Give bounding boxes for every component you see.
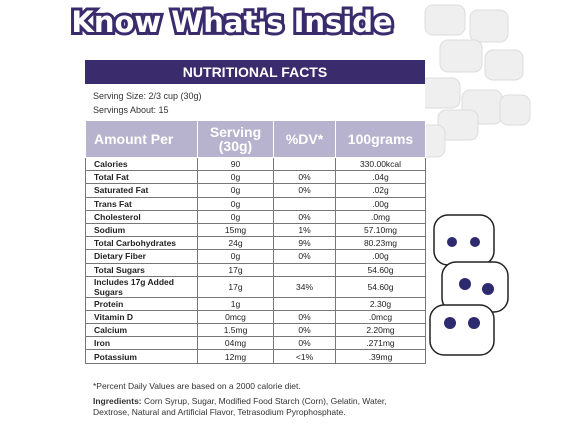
- nutrient-name: Calories: [85, 156, 198, 172]
- ingredients-text: Corn Syrup, Sugar, Modified Food Starch …: [93, 396, 387, 417]
- nutrient-name: Total Sugars: [85, 262, 198, 277]
- nutrient-name: Saturated Fat: [85, 183, 198, 198]
- nutrient-value: 0g: [197, 196, 274, 211]
- column-header: Amount Per: [85, 120, 198, 158]
- nutrient-value: 0%: [273, 170, 336, 185]
- marshmallows: [409, 4, 531, 158]
- title: Know What's Inside: [71, 5, 392, 39]
- nutrient-name: Iron: [85, 336, 198, 351]
- nutrient-value: 17g: [197, 275, 274, 298]
- nutrient-value: 330.00kcal: [335, 156, 426, 172]
- footer: *Percent Daily Values are based on a 200…: [93, 381, 423, 418]
- nutrient-value: 0%: [273, 336, 336, 351]
- nutrient-value: 1g: [197, 296, 274, 311]
- nutrient-value: [273, 262, 336, 277]
- footnote: *Percent Daily Values are based on a 200…: [93, 381, 301, 391]
- nutrient-value: .0mg: [335, 209, 426, 224]
- nutrient-name: Protein: [85, 296, 198, 311]
- nutrient-value: 1%: [273, 222, 336, 238]
- nutrient-value: 17g: [197, 262, 274, 277]
- ingredients-label: Ingredients:: [93, 396, 142, 406]
- nutrient-value: 90: [197, 156, 274, 172]
- nutrient-value: 54.60g: [335, 262, 426, 277]
- nutrient-name: Total Fat: [85, 170, 198, 185]
- nutrient-value: [273, 196, 336, 211]
- nutrient-row: Includes 17g Added Sugars 17g 34% 54.60g: [85, 275, 426, 298]
- serving-size: Serving Size: 2/3 cup (30g): [93, 91, 202, 101]
- column-header: Serving (30g): [197, 120, 274, 158]
- nutrient-value: [273, 296, 336, 311]
- servings: Servings About: 15: [93, 105, 169, 115]
- nutrient-row: Dietary Fiber 0g 0% .00g: [85, 249, 426, 264]
- characters: [429, 214, 509, 356]
- nutrient-value: 24g: [197, 236, 274, 251]
- nutrient-value: 0g: [197, 183, 274, 198]
- nutrient-value: 0%: [273, 183, 336, 198]
- nutrient-value: 0%: [273, 309, 336, 325]
- column-header: %DV*: [273, 120, 336, 158]
- nutrient-name: Sodium: [85, 222, 198, 238]
- nutrient-name: Trans Fat: [85, 196, 198, 211]
- column-header: 100grams: [335, 120, 426, 158]
- nutrient-row: Total Carbohydrates 24g 9% 80.23mg: [85, 236, 426, 251]
- nutrient-value: 0%: [273, 249, 336, 264]
- nutrient-name: Calcium: [85, 323, 198, 338]
- nutrient-row: Protein 1g 2.30g: [85, 296, 426, 311]
- nutrient-value: 0mcg: [197, 309, 274, 325]
- nutrient-row: Trans Fat 0g .00g: [85, 196, 426, 211]
- nutrient-value: .02g: [335, 183, 426, 198]
- ingredients: Ingredients: Corn Syrup, Sugar, Modified…: [93, 396, 423, 418]
- nutrient-value: 0g: [197, 209, 274, 224]
- nutrient-name: Cholesterol: [85, 209, 198, 224]
- nutrient-value: .271mg: [335, 336, 426, 351]
- nutrient-value: 12mg: [197, 349, 274, 364]
- nutrient-row: Sodium 15mg 1% 57.10mg: [85, 222, 426, 238]
- nutrient-name: Dietary Fiber: [85, 249, 198, 264]
- nutrient-value: 2.20mg: [335, 323, 426, 338]
- nutrient-row: Total Sugars 17g 54.60g: [85, 262, 426, 277]
- nutrient-value: .00g: [335, 249, 426, 264]
- nutrient-row: Vitamin D 0mcg 0% .0mcg: [85, 309, 426, 325]
- nutrient-value: 9%: [273, 236, 336, 251]
- nutrient-name: Includes 17g Added Sugars: [85, 275, 198, 298]
- nutrient-row: Cholesterol 0g 0% .0mg: [85, 209, 426, 224]
- nutrient-value: .04g: [335, 170, 426, 185]
- nutrient-value: .00g: [335, 196, 426, 211]
- nutrient-value: .0mcg: [335, 309, 426, 325]
- nutrient-row: Saturated Fat 0g 0% .02g: [85, 183, 426, 198]
- nutrient-row: Calories 90 330.00kcal: [85, 156, 426, 172]
- nutrient-value: <1%: [273, 349, 336, 364]
- nutrition-table: Amount Per Serving (30g) %DV* 100grams Calo…: [85, 120, 426, 364]
- nutrient-row: Potassium 12mg <1% .39mg: [85, 349, 426, 364]
- nutrient-row: Total Fat 0g 0% .04g: [85, 170, 426, 185]
- nutrient-value: 0%: [273, 323, 336, 338]
- nutrient-row: Iron 04mg 0% .271mg: [85, 336, 426, 351]
- nutrient-name: Total Carbohydrates: [85, 236, 198, 251]
- nutrient-value: 2.30g: [335, 296, 426, 311]
- nutrient-value: 1.5mg: [197, 323, 274, 338]
- nutrient-value: .39mg: [335, 349, 426, 364]
- nutrient-value: 54.60g: [335, 275, 426, 298]
- nutrient-value: 04mg: [197, 336, 274, 351]
- header-row: Amount Per Serving (30g) %DV* 100grams: [85, 120, 426, 158]
- nutrient-value: 0%: [273, 209, 336, 224]
- nutrient-value: 57.10mg: [335, 222, 426, 238]
- nutrient-name: Potassium: [85, 349, 198, 364]
- panel-heading: NUTRITIONAL FACTS: [85, 60, 425, 84]
- nutrient-value: 80.23mg: [335, 236, 426, 251]
- nutrient-value: 15mg: [197, 222, 274, 238]
- nutrient-row: Calcium 1.5mg 0% 2.20mg: [85, 323, 426, 338]
- nutrition-panel: NUTRITIONAL FACTS Serving Size: 2/3 cup …: [85, 60, 426, 364]
- nutrient-value: 0g: [197, 170, 274, 185]
- nutrient-value: 0g: [197, 249, 274, 264]
- nutrient-value: [273, 156, 336, 172]
- nutrient-value: 34%: [273, 275, 336, 298]
- nutrient-name: Vitamin D: [85, 309, 198, 325]
